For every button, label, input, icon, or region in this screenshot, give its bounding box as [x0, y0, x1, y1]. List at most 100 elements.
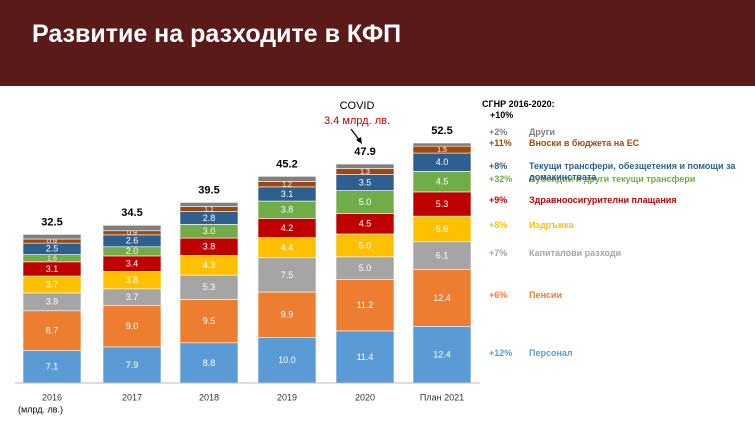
legend-growth: +8% — [489, 161, 508, 171]
value-label: 7.5 — [281, 270, 294, 280]
legend-name: Персонал — [529, 348, 573, 358]
value-label: 4.3 — [203, 260, 216, 270]
bar-segment — [102, 224, 162, 232]
total-growth: +10% — [490, 110, 514, 120]
value-label: 4.5 — [359, 219, 372, 229]
value-label: 3.0 — [203, 226, 216, 236]
value-label: 5.3 — [436, 199, 449, 209]
value-label: 3.8 — [126, 275, 139, 285]
bar-segment — [102, 346, 162, 384]
value-label: 3.8 — [203, 242, 216, 252]
legend-growth: +6% — [489, 290, 508, 300]
bar-segment — [179, 274, 239, 300]
legend-growth: +11% — [489, 138, 512, 148]
bar-segment — [412, 215, 472, 243]
value-label: 6.1 — [436, 251, 449, 261]
value-label: 1.3 — [360, 169, 370, 176]
value-label: 3.1 — [46, 264, 59, 274]
value-label: 4.0 — [436, 157, 449, 167]
growth-header: СГНР 2016-2020: — [482, 99, 555, 109]
value-label: 4.2 — [281, 223, 294, 233]
value-label: 3.1 — [281, 189, 294, 199]
value-label: 2.0 — [126, 246, 139, 256]
bar-segment — [179, 299, 239, 344]
total-label: 32.5 — [41, 216, 62, 228]
x-tick-label: 2019 — [277, 392, 297, 402]
x-tick-label: 2020 — [355, 392, 375, 402]
value-label: 7.1 — [46, 362, 59, 372]
legend-name: Текущи трансфери, обезщетения и помощи з… — [529, 161, 736, 182]
value-label: 5.0 — [359, 240, 372, 250]
x-tick-label: План 2021 — [420, 392, 464, 402]
bar-segment — [22, 310, 82, 351]
value-label: 11.4 — [357, 352, 374, 362]
value-label: 3.4 — [126, 259, 139, 269]
title: Развитие на разходите в КФП — [32, 20, 402, 48]
value-label: 5.0 — [359, 263, 372, 273]
value-label: 2.8 — [203, 213, 216, 223]
total-label: 34.5 — [121, 207, 142, 219]
value-label: 2.5 — [46, 244, 59, 254]
x-tick-label: 2016 — [42, 392, 62, 402]
bar-segment — [412, 326, 472, 384]
legend-name: Капиталови разходи — [529, 248, 622, 258]
legend-growth: +8% — [489, 220, 508, 230]
value-label: 3.8 — [281, 205, 294, 215]
bar-segment — [335, 279, 395, 332]
legend-growth: +9% — [489, 195, 508, 205]
bar-segment — [335, 163, 395, 169]
value-label: 3.7 — [46, 279, 59, 289]
value-label: 3.7 — [126, 292, 139, 302]
bar-segment — [179, 342, 239, 384]
bar-segment — [179, 202, 239, 207]
value-label: 12.4 — [433, 293, 451, 303]
bar-segment — [412, 241, 472, 270]
legend-name: Вноски в бюджета на ЕС — [529, 138, 640, 148]
value-label: 5.0 — [359, 197, 372, 207]
annotation-title: COVID — [340, 100, 375, 112]
value-label: 0.9 — [47, 238, 57, 245]
value-label: 4.4 — [281, 243, 294, 253]
total-label: 39.5 — [198, 184, 219, 196]
bar-segment — [257, 176, 317, 182]
legend-name: Други — [529, 127, 556, 137]
value-label: 2.6 — [126, 236, 139, 246]
value-label: 8.7 — [46, 326, 59, 336]
value-label: 7.9 — [126, 360, 139, 370]
total-label: 45.2 — [276, 158, 297, 170]
value-label: 1.5 — [437, 147, 447, 154]
value-label: 5.6 — [436, 224, 449, 234]
legend-name: Издръжка — [529, 220, 574, 230]
value-label: 11.2 — [357, 300, 374, 310]
value-label: 3.9 — [46, 297, 59, 307]
value-label: 3.5 — [359, 177, 372, 187]
value-label: 9.0 — [126, 321, 139, 331]
value-label: 1.6 — [47, 256, 57, 263]
bar-segment — [102, 305, 162, 348]
annotation-arrowhead — [356, 137, 362, 144]
annotation-text: 3.4 млрд. лв. — [324, 115, 390, 127]
value-label: 5.3 — [203, 282, 216, 292]
value-label: 4.5 — [436, 177, 449, 187]
unit-label: (млрд. лв.) — [18, 404, 63, 414]
value-label: 1.2 — [282, 181, 292, 188]
legend-growth: +2% — [489, 127, 508, 137]
value-label: 10.0 — [278, 355, 296, 365]
bar-segment — [412, 142, 472, 147]
value-label: 9.5 — [203, 316, 216, 326]
value-label: 12.4 — [433, 350, 451, 360]
bar-segment — [22, 234, 82, 240]
total-label: 52.5 — [431, 125, 452, 137]
legend-name: Субсидии и други текущи трансфери — [529, 174, 696, 184]
header: Развитие на разходите в КФП — [0, 0, 755, 86]
value-label: 0.9 — [127, 230, 137, 237]
x-tick-label: 2017 — [122, 392, 142, 402]
value-label: 9.9 — [281, 310, 294, 320]
legend-growth: +12% — [489, 348, 513, 358]
value-label: 1.1 — [204, 206, 214, 213]
bar-segment — [335, 330, 395, 384]
legend-growth: +32% — [489, 174, 513, 184]
legend-name: Здравноосигурителни плащания — [529, 195, 677, 205]
